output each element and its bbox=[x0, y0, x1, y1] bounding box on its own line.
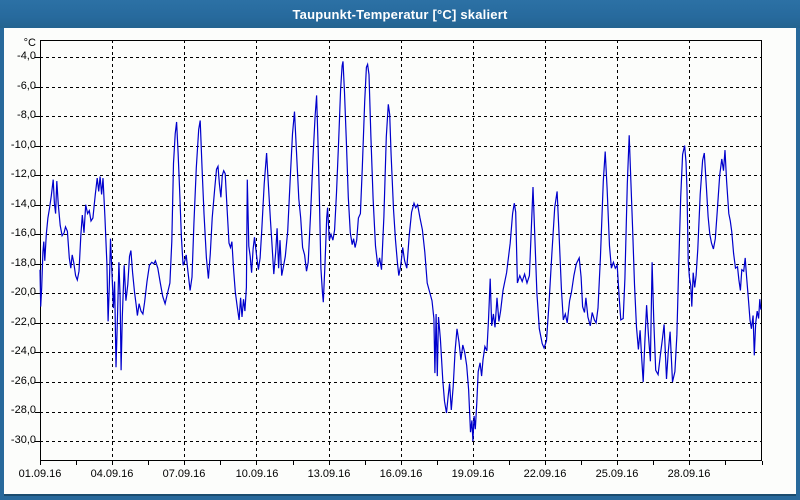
x-tick-label: 16.09.16 bbox=[379, 468, 423, 480]
y-tick-label: -14,0 bbox=[10, 198, 36, 210]
y-tick-label: -26,0 bbox=[10, 375, 36, 387]
dew-point-data-line bbox=[39, 61, 762, 442]
x-tick-label: 07.09.16 bbox=[162, 468, 206, 480]
y-tick-label: -8,0 bbox=[17, 109, 36, 121]
y-tick-label: -28,0 bbox=[10, 404, 36, 416]
y-tick-label: -10,0 bbox=[10, 139, 36, 151]
y-tick-label: -6,0 bbox=[17, 80, 36, 92]
y-tick-label: -16,0 bbox=[10, 227, 36, 239]
y-axis-unit-label: °C bbox=[23, 37, 36, 49]
x-tick-label: 01.09.16 bbox=[18, 468, 62, 480]
y-tick-label: -30,0 bbox=[10, 434, 36, 446]
y-tick-label: -12,0 bbox=[10, 168, 36, 180]
x-tick-label: 04.09.16 bbox=[90, 468, 134, 480]
x-tick-label: 25.09.16 bbox=[595, 468, 639, 480]
y-tick-label: -22,0 bbox=[10, 316, 36, 328]
x-tick-label: 22.09.16 bbox=[523, 468, 567, 480]
chart-title: Taupunkt-Temperatur [°C] skaliert bbox=[292, 6, 508, 22]
temperature-line-chart bbox=[35, 40, 763, 465]
y-tick-label: -18,0 bbox=[10, 257, 36, 269]
y-tick-label: -24,0 bbox=[10, 345, 36, 357]
plot-border bbox=[40, 40, 762, 461]
x-tick-label: 28.09.16 bbox=[667, 468, 711, 480]
y-tick-label: -4,0 bbox=[17, 50, 36, 62]
chart-title-bar: Taupunkt-Temperatur [°C] skaliert bbox=[0, 0, 800, 28]
x-tick-label: 13.09.16 bbox=[307, 468, 351, 480]
y-tick-label: -20,0 bbox=[10, 286, 36, 298]
x-tick-label: 10.09.16 bbox=[235, 468, 279, 480]
chart-panel bbox=[4, 28, 796, 496]
chart-plot-area[interactable] bbox=[35, 40, 763, 465]
x-tick-label: 19.09.16 bbox=[451, 468, 495, 480]
